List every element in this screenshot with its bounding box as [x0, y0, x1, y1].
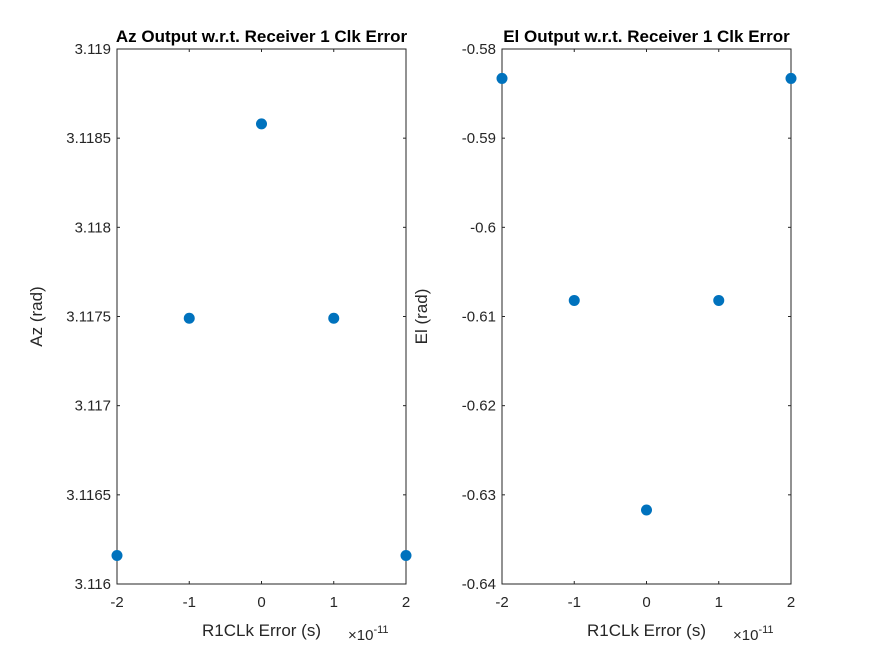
el-xtick-label: 1: [715, 594, 723, 611]
el-ytick-label: -0.63: [462, 487, 496, 504]
az-ytick-label: 3.119: [75, 41, 111, 58]
az-x-axis-label: R1CLk Error (s): [202, 621, 321, 640]
az-data-point: [183, 312, 195, 324]
az-ytick-label: 3.1165: [66, 487, 111, 504]
el-x-axis-label: R1CLk Error (s): [587, 621, 706, 640]
el-ytick-label: -0.64: [462, 576, 496, 593]
az-data-point: [256, 118, 267, 130]
subplot-az: -2 -1 0 1 2 3.116 3.1165 3.117 3.1175 3.118 3.1185…: [27, 27, 412, 644]
az-ytick-label: 3.116: [75, 576, 111, 593]
el-data-point: [641, 504, 652, 516]
el-xtick-label: -1: [568, 594, 581, 611]
el-x-exponent: ×10-11: [733, 624, 774, 644]
az-ytick-label: 3.118: [75, 219, 111, 236]
az-ytick-label: 3.117: [75, 398, 111, 415]
subplot-el: -2 -1 0 1 2 -0.64 -0.63 -0.62 -0.61 -0.6 -0.59 -0.5…: [412, 27, 797, 644]
az-ytick-label: 3.1175: [66, 309, 111, 326]
az-chart-title: Az Output w.r.t. Receiver 1 Clk Error: [116, 27, 408, 46]
el-data-point: [713, 294, 725, 306]
az-x-exponent: ×10-11: [348, 624, 389, 644]
el-y-axis-label: El (rad): [412, 289, 431, 345]
az-ytick-label: 3.1185: [66, 130, 111, 147]
az-axes-box: [116, 48, 407, 585]
el-ytick-label: -0.59: [462, 130, 496, 147]
el-ytick-label: -0.6: [470, 219, 496, 236]
az-data-point: [400, 549, 412, 561]
az-xtick-label: -1: [183, 594, 196, 611]
el-ytick-label: -0.62: [462, 398, 496, 415]
el-data-point: [785, 72, 797, 84]
az-xtick-label: 2: [402, 594, 410, 611]
az-xtick-label: 0: [257, 594, 265, 611]
az-y-axis-label: Az (rad): [27, 286, 46, 346]
el-x-exponent-power: -11: [758, 624, 773, 636]
el-xtick-label: 0: [642, 594, 650, 611]
az-xtick-label: 1: [330, 594, 338, 611]
el-axes-box: [501, 48, 792, 585]
el-ytick-label: -0.61: [462, 309, 496, 326]
az-data-point: [111, 549, 123, 561]
el-xtick-label: -2: [495, 594, 508, 611]
el-xtick-label: 2: [787, 594, 795, 611]
el-chart-title: El Output w.r.t. Receiver 1 Clk Error: [503, 27, 790, 46]
az-x-exponent-base: ×10: [348, 627, 373, 644]
az-xtick-label: -2: [110, 594, 123, 611]
az-x-exponent-power: -11: [373, 624, 388, 636]
el-data-point: [496, 72, 508, 84]
el-data-point: [568, 294, 580, 306]
el-ytick-label: -0.58: [462, 41, 496, 58]
az-data-point: [328, 312, 340, 324]
el-x-exponent-base: ×10: [733, 627, 758, 644]
